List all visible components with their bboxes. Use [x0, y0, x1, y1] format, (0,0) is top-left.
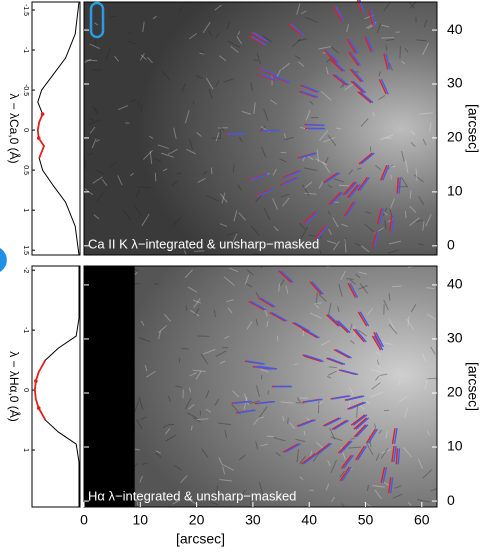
y-tick-label: 1 — [22, 448, 29, 452]
y-tick-label: 0.5 — [22, 165, 29, 175]
panel-label: Ca II K λ−integrated & unsharp−masked — [88, 236, 319, 251]
blank-region — [84, 266, 135, 507]
profile-dot — [34, 379, 38, 383]
y-tick-label: -2 — [22, 267, 29, 273]
y-tick-label: 0 — [447, 492, 455, 508]
x-tick-label: 40 — [301, 512, 317, 528]
profile-highlight — [38, 114, 44, 158]
fibril — [186, 306, 187, 311]
profile-frame — [32, 266, 80, 507]
solar-image — [84, 2, 437, 255]
y-axis-label: λ − λCa,0 (Å) — [7, 93, 22, 163]
y-axis-label: [arcsec] — [465, 362, 481, 411]
fibril — [410, 190, 411, 198]
y-tick-label: -1 — [22, 47, 29, 53]
profile-dot — [41, 112, 45, 116]
x-tick-label: 60 — [414, 512, 430, 528]
fibril — [191, 426, 192, 431]
y-tick-label: 0 — [447, 237, 455, 253]
y-tick-label: 40 — [447, 21, 463, 37]
x-tick-label: 20 — [189, 512, 205, 528]
y-tick-label: 30 — [447, 75, 463, 91]
x-tick-label: 50 — [358, 512, 374, 528]
y-axis-label: [arcsec] — [465, 104, 481, 153]
y-tick-label: 20 — [447, 129, 463, 145]
fibril-trace — [307, 125, 325, 126]
y-tick-label: 1.5 — [22, 245, 29, 255]
fibril — [346, 279, 353, 280]
profile-line — [35, 266, 79, 507]
profile-dot — [37, 136, 41, 140]
fibril — [339, 185, 349, 186]
y-tick-label: -0.5 — [22, 84, 29, 96]
y-tick-label: 40 — [447, 276, 463, 292]
side-tab — [0, 248, 7, 272]
fibril — [261, 375, 262, 379]
y-tick-label: 0 — [22, 128, 29, 132]
profile-dot — [37, 406, 41, 410]
profile-highlight — [35, 360, 46, 420]
y-tick-label: 10 — [447, 438, 463, 454]
profile-line — [38, 2, 79, 255]
panel-label: Hα λ−integrated & unsharp−masked — [88, 488, 296, 503]
y-tick-label: 30 — [447, 330, 463, 346]
y-tick-label: 1 — [22, 208, 29, 212]
fibril — [350, 439, 354, 440]
x-axis-label: [arcsec] — [176, 531, 225, 547]
fibril — [110, 16, 115, 17]
figure: -1.5-1-0.500.511.5λ − λCa,0 (Å)010203040… — [0, 0, 487, 554]
y-tick-label: 0 — [22, 388, 29, 392]
fibril-trace — [227, 134, 245, 135]
y-axis-label: λ − λHα,0 (Å) — [7, 351, 22, 422]
fibril — [277, 336, 278, 342]
y-tick-label: 10 — [447, 183, 463, 199]
y-tick-label: -1.5 — [22, 4, 29, 16]
fibril — [329, 367, 337, 368]
y-tick-label: -1 — [22, 327, 29, 333]
x-tick-label: 0 — [80, 512, 88, 528]
fibril — [427, 378, 437, 379]
fibril — [405, 211, 406, 218]
x-tick-label: 30 — [245, 512, 261, 528]
y-tick-label: 20 — [447, 384, 463, 400]
x-tick-label: 10 — [133, 512, 149, 528]
